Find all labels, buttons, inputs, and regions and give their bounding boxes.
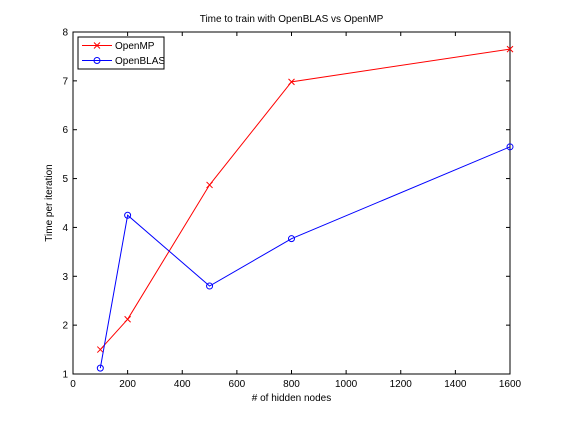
y-tick-label: 3 — [62, 272, 68, 283]
data-point-openmp — [206, 181, 213, 189]
y-tick-label: 5 — [62, 174, 68, 185]
series-layer — [96, 45, 514, 372]
legend-label-openblas: OpenBLAS — [115, 56, 165, 67]
legend-marker-openblas — [93, 57, 101, 64]
data-point-openblas — [96, 364, 104, 372]
data-point-openblas — [206, 282, 214, 290]
x-tick-label: 1000 — [335, 379, 358, 390]
y-axis-label: Time per iteration — [44, 164, 55, 241]
y-tick-label: 2 — [62, 321, 68, 332]
chart-title: Time to train with OpenBLAS vs OpenMP — [200, 14, 384, 25]
x-tick-label: 1400 — [444, 379, 467, 390]
data-point-openmp — [124, 315, 131, 323]
x-axis-label: # of hidden nodes — [252, 393, 332, 404]
series-line-openblas — [99, 146, 511, 369]
legend-entry-openmp: OpenMP — [82, 41, 155, 52]
x-tick-label: 1200 — [390, 379, 413, 390]
y-tick-label: 7 — [62, 76, 68, 87]
x-tick-label: 800 — [283, 379, 300, 390]
x-tick-label: 200 — [119, 379, 136, 390]
data-point-openmp — [506, 45, 514, 53]
x-tick-label: 400 — [174, 379, 191, 390]
x-tick-label: 0 — [70, 379, 76, 390]
x-tick-label: 600 — [229, 379, 246, 390]
axis-ticks: 0 200 400 600 800 1000 1200 1400 1600 1 2 3 4 5 6 7 8 — [62, 28, 521, 391]
data-point-openmp — [96, 346, 104, 353]
legend-entry-openblas: OpenBLAS — [82, 56, 165, 67]
legend-label-openmp: OpenMP — [115, 41, 155, 52]
data-point-openblas — [506, 143, 514, 151]
y-tick-label: 4 — [62, 223, 68, 234]
legend: OpenMP OpenBLAS — [77, 36, 165, 70]
y-tick-label: 6 — [62, 125, 68, 136]
x-tick-label: 1600 — [499, 379, 522, 390]
y-tick-label: 8 — [62, 28, 68, 39]
data-point-openmp — [288, 78, 295, 86]
plot-area — [72, 31, 511, 375]
data-point-openblas — [124, 211, 132, 219]
legend-box — [77, 36, 165, 70]
data-point-openblas — [288, 235, 295, 243]
legend-marker-openmp — [93, 42, 101, 49]
y-tick-label: 1 — [62, 370, 68, 381]
